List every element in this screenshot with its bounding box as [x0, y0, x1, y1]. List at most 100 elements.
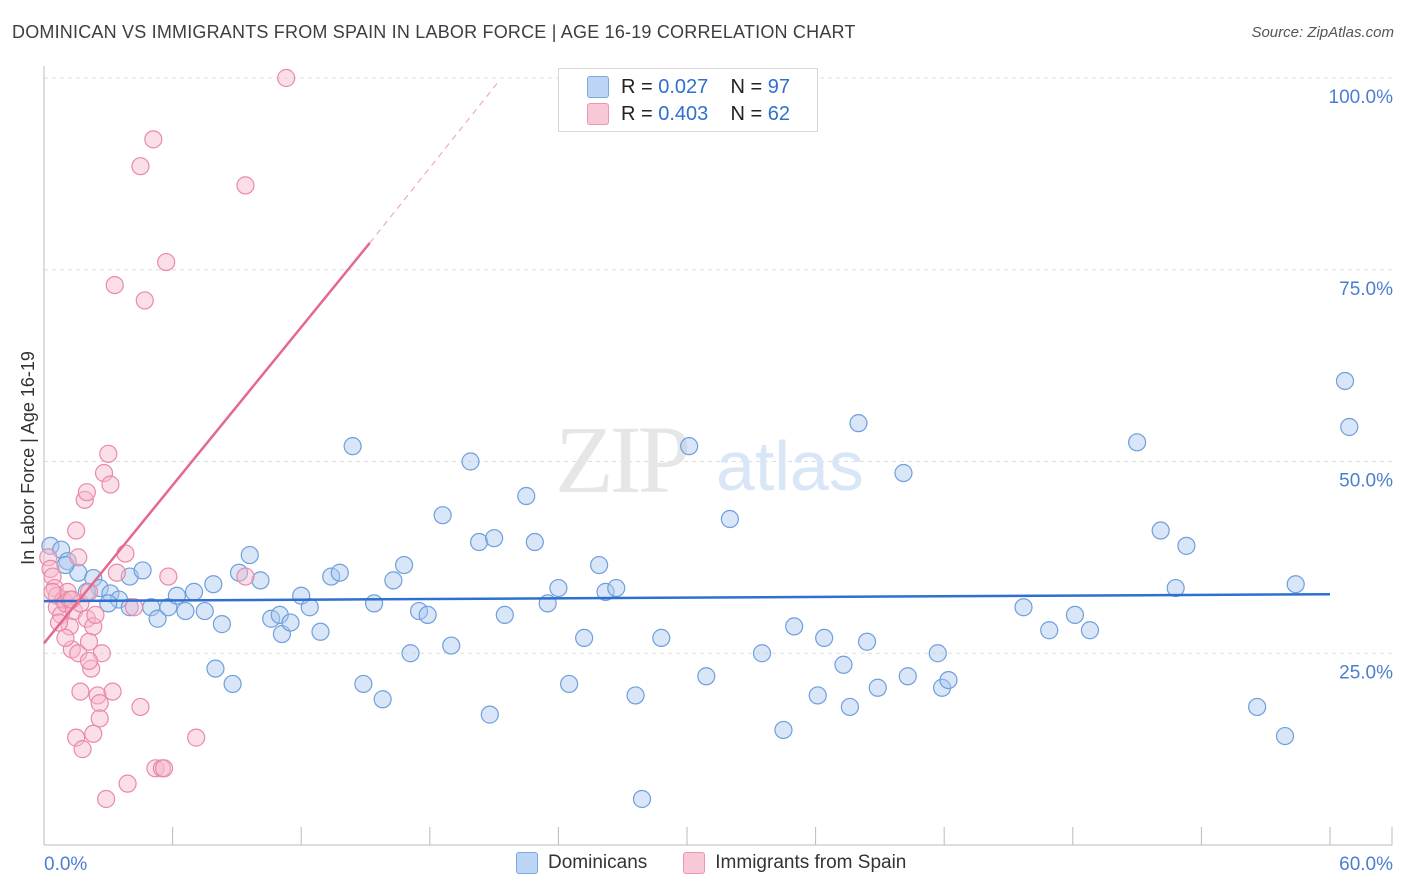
point-spain	[56, 628, 75, 648]
point-spain	[97, 789, 116, 809]
x-tick-label: 0.0%	[44, 854, 87, 875]
series-immigrants-from-spain	[39, 68, 296, 809]
point-dominicans	[401, 644, 420, 663]
point-dominicans	[495, 605, 514, 625]
legend-n-label: N =	[730, 75, 763, 98]
legend-n-label: N =	[730, 102, 763, 125]
point-dominicans	[262, 609, 281, 628]
point-spain	[77, 483, 96, 502]
point-dominicans	[311, 622, 330, 641]
point-dominicans	[485, 529, 504, 548]
point-dominicans	[1040, 621, 1059, 640]
legend-r-value: 0.027	[658, 75, 709, 98]
point-dominicans	[898, 667, 917, 686]
point-dominicans	[652, 628, 671, 648]
point-spain	[107, 563, 126, 582]
point-spain	[116, 544, 135, 563]
point-spain	[99, 444, 118, 463]
point-dominicans	[868, 678, 887, 697]
point-dominicans	[720, 509, 739, 529]
point-dominicans	[442, 636, 461, 655]
point-dominicans	[849, 414, 868, 433]
point-dominicans	[857, 632, 877, 651]
point-spain	[236, 567, 255, 586]
y-tick-label: 75.0%	[1339, 279, 1393, 300]
point-spain	[84, 724, 103, 743]
point-dominicans	[364, 594, 384, 613]
point-dominicans	[774, 720, 793, 740]
y-tick-label: 50.0%	[1339, 471, 1393, 492]
point-dominicans	[1151, 521, 1170, 540]
bottom-legend-spain: Immigrants from Spain	[683, 852, 906, 874]
point-dominicans	[596, 582, 615, 601]
legend-row-spain: R = 0.403 N = 62	[587, 101, 790, 127]
point-dominicans	[894, 463, 913, 483]
point-dominicans	[626, 686, 645, 705]
point-spain	[154, 759, 174, 778]
series-dominicans	[41, 371, 1359, 809]
point-dominicans	[808, 686, 827, 705]
point-dominicans	[517, 486, 536, 506]
source-label: Source: ZipAtlas.com	[1251, 24, 1394, 41]
point-dominicans	[322, 567, 341, 586]
legend-swatch-dominicans	[587, 76, 609, 98]
point-dominicans	[343, 437, 362, 456]
point-spain	[71, 682, 90, 701]
trend-line-spain	[43, 242, 371, 645]
chart-title: DOMINICAN VS IMMIGRANTS FROM SPAIN IN LA…	[12, 22, 856, 42]
point-dominicans	[212, 615, 231, 634]
point-spain	[135, 291, 154, 310]
point-dominicans	[632, 789, 652, 809]
trend-line-dominicans	[43, 592, 1331, 603]
x-tick-labels: 0.0% 60.0%	[44, 854, 1393, 875]
point-dominicans	[815, 628, 834, 648]
point-dominicans	[939, 670, 958, 690]
point-dominicans	[1286, 575, 1305, 594]
point-dominicans	[834, 655, 853, 674]
point-spain	[67, 728, 86, 747]
point-dominicans	[300, 598, 319, 617]
point-dominicans	[1065, 605, 1085, 625]
point-spain	[79, 582, 99, 601]
point-spain	[144, 130, 163, 149]
point-spain	[79, 651, 99, 671]
point-dominicans	[354, 674, 373, 694]
trend-lines	[43, 81, 1331, 645]
point-spain	[90, 709, 109, 728]
point-dominicans	[1335, 371, 1355, 391]
point-spain	[69, 548, 88, 567]
y-tick-labels: 100.0% 75.0% 50.0% 25.0%	[1329, 87, 1394, 683]
point-dominicans	[575, 628, 594, 648]
point-dominicans	[418, 605, 437, 625]
point-dominicans	[394, 555, 414, 575]
point-dominicans	[840, 697, 859, 717]
point-dominicans	[251, 571, 270, 590]
point-spain	[39, 548, 58, 567]
point-dominicans	[120, 598, 139, 617]
bottom-legend-label-spain: Immigrants from Spain	[715, 852, 907, 873]
legend-r-value: 0.403	[658, 102, 709, 125]
point-dominicans	[1275, 726, 1295, 746]
point-spain	[118, 774, 137, 793]
point-dominicans	[1014, 598, 1033, 617]
point-dominicans	[240, 545, 259, 565]
point-dominicans	[1177, 536, 1196, 555]
point-dominicans	[607, 578, 626, 598]
point-dominicans	[184, 582, 204, 601]
x-tick-label: 60.0%	[1339, 854, 1393, 875]
point-dominicans	[281, 613, 300, 632]
point-dominicans	[384, 571, 403, 590]
point-dominicans	[1127, 433, 1147, 452]
point-spain	[159, 567, 178, 586]
point-dominicans	[148, 609, 167, 628]
legend-n-value: 97	[767, 75, 791, 98]
point-dominicans	[223, 674, 242, 694]
point-dominicans	[1340, 417, 1359, 437]
watermark-zip: ZIP	[555, 406, 688, 513]
point-spain	[236, 176, 255, 195]
y-axis-label: In Labor Force | Age 16-19	[18, 351, 38, 565]
legend-r-label: R =	[621, 102, 653, 125]
legend-swatch-spain	[587, 103, 609, 125]
point-spain	[84, 617, 103, 636]
point-spain	[131, 157, 150, 176]
